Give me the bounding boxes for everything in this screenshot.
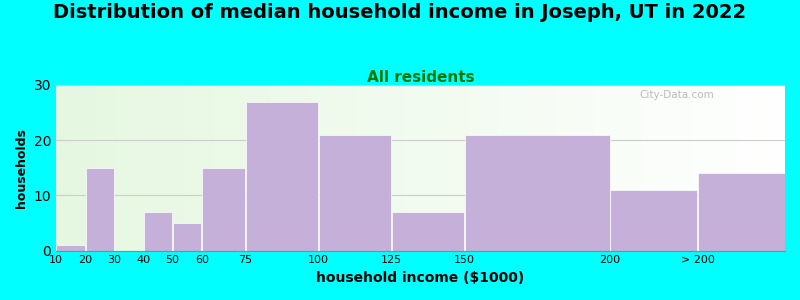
Bar	[392, 212, 464, 250]
Bar	[173, 223, 202, 250]
Bar	[144, 212, 172, 250]
Bar	[610, 190, 697, 250]
Bar	[246, 102, 318, 250]
Text: Distribution of median household income in Joseph, UT in 2022: Distribution of median household income …	[54, 3, 746, 22]
Text: City-Data.com: City-Data.com	[639, 90, 714, 100]
Bar	[86, 168, 114, 250]
Bar	[57, 245, 85, 250]
Title: All residents: All residents	[366, 70, 474, 85]
Y-axis label: households: households	[15, 128, 28, 208]
Bar	[698, 173, 785, 250]
X-axis label: household income ($1000): household income ($1000)	[316, 271, 525, 285]
Bar	[465, 135, 610, 250]
Bar	[319, 135, 391, 250]
Bar	[202, 168, 245, 250]
